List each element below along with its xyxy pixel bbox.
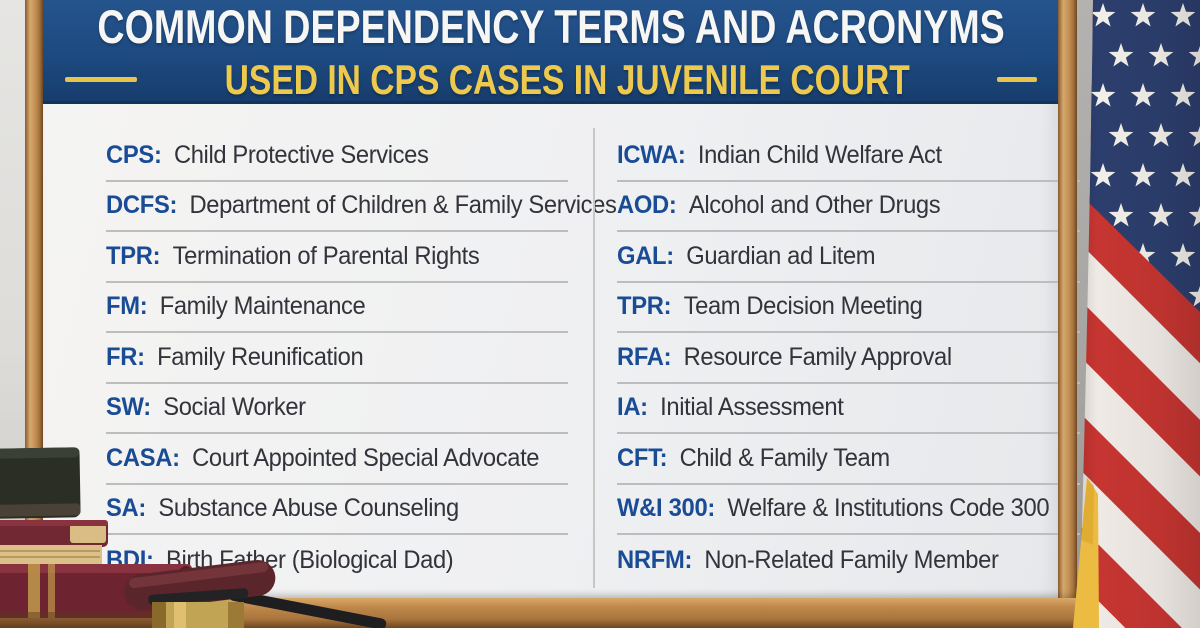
term-definition: Team Decision Meeting [683, 292, 923, 321]
term-definition: Indian Child Welfare Act [697, 140, 942, 169]
term-text: GAL: Guardian ad Litem [617, 241, 876, 271]
term-acronym: FM: [106, 292, 148, 321]
term-acronym: IA: [617, 393, 648, 422]
term-acronym: FR: [106, 342, 145, 371]
term-acronym: AOD: [617, 191, 677, 220]
term-text: CASA: Court Appointed Special Advocate [106, 443, 540, 473]
term-row: GAL: Guardian ad Litem [617, 232, 1080, 283]
term-row: CPS: Child Protective Services [106, 131, 568, 182]
term-acronym: RFA: [617, 342, 672, 371]
term-text: AOD: Alcohol and Other Drugs [617, 191, 941, 220]
term-row: SW: Social Worker [106, 384, 568, 434]
term-acronym: SA: [106, 494, 147, 523]
term-definition: Child Protective Services [173, 140, 429, 169]
term-row: DCFS: Department of Children & Family Se… [106, 182, 617, 232]
term-definition: Family Reunification [157, 342, 364, 371]
term-row: CASA: Court Appointed Special Advocate [106, 434, 568, 485]
board-frame-right [1058, 0, 1077, 628]
term-definition: Child & Family Team [679, 443, 891, 472]
term-acronym: DCFS: [106, 191, 178, 220]
whiteboard: COMMON DEPENDENCY TERMS AND ACRONYMS USE… [40, 0, 1080, 602]
term-acronym: SW: [106, 393, 151, 422]
term-text: NRFM: Non-Related Family Member [617, 545, 999, 575]
term-acronym: ICWA: [617, 140, 686, 169]
terms-column-left: CPS: Child Protective Services DCFS: Dep… [106, 131, 617, 586]
term-text: TPR: Termination of Parental Rights [106, 241, 480, 271]
term-row: W&I 300: Welfare & Institutions Code 300 [617, 485, 1080, 535]
term-acronym: NRFM: [617, 545, 693, 574]
term-text: ICWA: Indian Child Welfare Act [617, 141, 942, 170]
term-text: RFA: Resource Family Approval [617, 343, 952, 372]
term-row: IA: Initial Assessment [617, 384, 1080, 434]
term-text: CPS: Child Protective Services [106, 140, 429, 170]
subtitle-dash-left-icon [64, 77, 137, 82]
term-row: TPR: Termination of Parental Rights [106, 232, 568, 283]
header-banner: COMMON DEPENDENCY TERMS AND ACRONYMS USE… [40, 0, 1062, 104]
term-acronym: CPS: [106, 140, 162, 169]
term-definition: Termination of Parental Rights [172, 241, 480, 270]
term-definition: Family Maintenance [159, 292, 366, 321]
term-row: RFA: Resource Family Approval [617, 333, 1080, 384]
term-definition: Social Worker [163, 393, 306, 422]
term-row: CFT: Child & Family Team [617, 434, 1080, 485]
term-definition: Welfare & Institutions Code 300 [727, 494, 1050, 523]
term-row: ICWA: Indian Child Welfare Act [617, 131, 1080, 182]
term-text: FR: Family Reunification [106, 342, 364, 372]
terms-column-right: ICWA: Indian Child Welfare Act AOD: Alco… [617, 131, 1080, 586]
term-acronym: W&I 300: [617, 494, 716, 523]
term-text: SA: Substance Abuse Counseling [106, 494, 459, 523]
term-text: TPR: Team Decision Meeting [617, 292, 923, 321]
term-definition: Department of Children & Family Services [189, 191, 617, 220]
term-text: CFT: Child & Family Team [617, 444, 890, 473]
term-definition: Court Appointed Special Advocate [192, 443, 540, 472]
us-flag-icon [1063, 0, 1200, 628]
gavel-icon [124, 559, 387, 628]
term-text: FM: Family Maintenance [106, 292, 366, 321]
term-row: FR: Family Reunification [106, 333, 568, 384]
term-acronym: GAL: [617, 241, 674, 270]
term-definition: Non-Related Family Member [704, 545, 999, 574]
term-text: SW: Social Worker [106, 393, 306, 422]
term-definition: Initial Assessment [660, 393, 844, 422]
term-acronym: TPR: [617, 292, 672, 321]
term-row: NRFM: Non-Related Family Member [617, 535, 1080, 586]
column-divider [593, 128, 595, 588]
term-acronym: CASA: [106, 443, 180, 472]
term-definition: Guardian ad Litem [686, 241, 876, 270]
term-acronym: TPR: [106, 241, 161, 270]
term-text: W&I 300: Welfare & Institutions Code 300 [617, 494, 1050, 523]
term-row: TPR: Team Decision Meeting [617, 283, 1080, 333]
term-row: FM: Family Maintenance [106, 283, 568, 333]
term-text: DCFS: Department of Children & Family Se… [106, 191, 617, 220]
subtitle-dash-right-icon [997, 77, 1038, 82]
term-definition: Alcohol and Other Drugs [688, 191, 941, 220]
term-definition: Substance Abuse Counseling [158, 494, 459, 523]
term-definition: Resource Family Approval [683, 342, 952, 371]
term-row: AOD: Alcohol and Other Drugs [617, 182, 1080, 232]
poster-subtitle: USED IN CPS CASES IN JUVENILE COURT [224, 55, 910, 103]
poster-subtitle-row: USED IN CPS CASES IN JUVENILE COURT [64, 55, 1038, 103]
poster-title: COMMON DEPENDENCY TERMS AND ACRONYMS [97, 0, 1005, 53]
term-text: IA: Initial Assessment [617, 393, 844, 422]
term-row: SA: Substance Abuse Counseling [106, 485, 568, 535]
term-acronym: CFT: [617, 443, 668, 472]
